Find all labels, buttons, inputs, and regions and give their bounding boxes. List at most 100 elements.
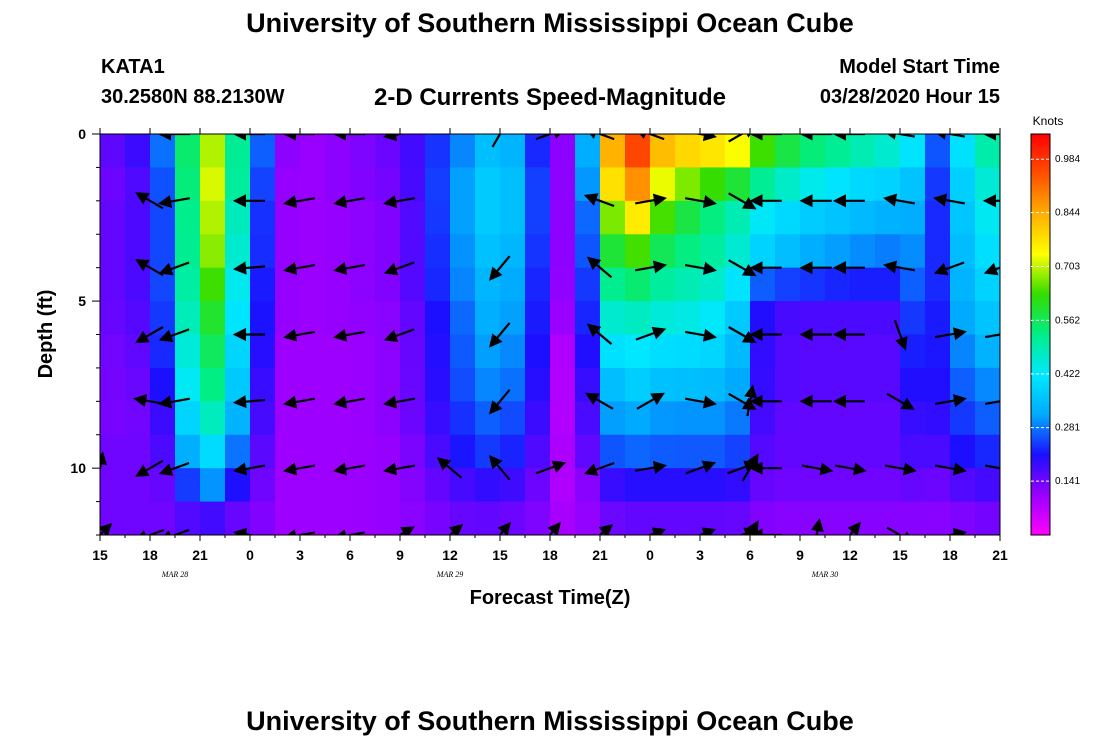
heatmap-cell [600, 167, 626, 202]
heatmap-cell [275, 501, 301, 535]
heatmap-cell [350, 434, 376, 469]
heatmap-cell [250, 301, 276, 336]
heatmap-cell [150, 200, 176, 235]
heatmap-cell [225, 434, 251, 469]
current-vector-arrow [696, 527, 717, 535]
heatmap-cell [175, 167, 201, 202]
heatmap-cell [275, 200, 301, 235]
heatmap-cell [725, 401, 751, 436]
heatmap-cell [550, 267, 576, 302]
heatmap-cell [225, 501, 251, 535]
heatmap-cell [400, 200, 426, 235]
heatmap-cell [300, 334, 326, 369]
current-vector-arrow [158, 194, 190, 208]
heatmap-cell [575, 434, 601, 469]
heatmap-cell [600, 468, 626, 503]
heatmap-cell [400, 501, 426, 535]
heatmap-cell [825, 200, 851, 235]
heatmap-cell [425, 434, 451, 469]
y-tick-label: 10 [70, 460, 86, 476]
heatmap-cell [625, 334, 651, 369]
heatmap-cell [800, 301, 826, 336]
current-vector-arrow [883, 134, 915, 140]
heatmap-cell [100, 434, 126, 469]
heatmap-cell [150, 167, 176, 202]
x-tick-label: 6 [746, 547, 754, 563]
heatmap-cell [700, 267, 726, 302]
heatmap-cell [850, 167, 876, 202]
x-tick-label: 9 [796, 547, 804, 563]
current-vector-arrow [283, 194, 315, 208]
heatmap-cell [725, 501, 751, 535]
heatmap-cell [225, 468, 251, 503]
heatmap-cell [150, 134, 176, 169]
colorbar-scale [1030, 133, 1051, 536]
heatmap-cell [375, 234, 401, 269]
heatmap-cell [700, 468, 726, 503]
colorbar: Knots 0.141 0.281 0.422 0.562 0.703 0.844 0.98… [1030, 114, 1080, 536]
heatmap-cell [950, 334, 976, 369]
heatmap-cell [150, 401, 176, 436]
heatmap-cell [200, 234, 226, 269]
heatmap-cell [925, 134, 951, 169]
heatmap-cell [125, 334, 151, 369]
heatmap-cell [825, 134, 851, 169]
heatmap-cell [625, 468, 651, 503]
heatmap-cell [125, 200, 151, 235]
model-start-label: Model Start Time [839, 56, 1000, 78]
heatmap-cell [500, 134, 526, 169]
current-vector-arrow [497, 521, 512, 535]
heatmap-cell [375, 200, 401, 235]
heatmap-cell [250, 234, 276, 269]
heatmap-cell [250, 200, 276, 235]
heatmap-cell [400, 267, 426, 302]
heatmap-cell [700, 200, 726, 235]
heatmap-cell [425, 267, 451, 302]
x-tick-label: 9 [396, 547, 404, 563]
heatmap-cell [800, 267, 826, 302]
heatmap-cell [800, 434, 826, 469]
heatmap-cell [325, 234, 351, 269]
main-title: University of Southern Mississippi Ocean… [246, 8, 854, 38]
heatmap-cell [800, 334, 826, 369]
x-axis: 15 18 21 0 3 6 9 12 15 18 21 0 3 6 9 12 15 18 21 MAR 28 MAR … [92, 128, 1008, 579]
heatmap-cell [775, 200, 801, 235]
heatmap [100, 134, 1000, 535]
heatmap-cell [125, 401, 151, 436]
heatmap-cell [875, 468, 901, 503]
current-vector-arrow [158, 328, 190, 343]
heatmap-cell [425, 367, 451, 402]
heatmap-cell [225, 334, 251, 369]
heatmap-cell [475, 501, 501, 535]
current-vector-arrow [985, 464, 1000, 470]
heatmap-cell [625, 200, 651, 235]
current-vector-arrow [283, 261, 315, 275]
heatmap-cell [775, 301, 801, 336]
heatmap-cell [475, 200, 501, 235]
heatmap-cell [175, 334, 201, 369]
x-tick-label: 6 [346, 547, 354, 563]
heatmap-cell [875, 301, 901, 336]
heatmap-cell [625, 501, 651, 535]
heatmap-cell [300, 234, 326, 269]
heatmap-cell [500, 200, 526, 235]
heatmap-cell [925, 200, 951, 235]
current-vector-arrow [333, 261, 365, 275]
heatmap-cell [575, 267, 601, 302]
heatmap-cell [625, 234, 651, 269]
heatmap-cell [525, 301, 551, 336]
heatmap-cell [925, 167, 951, 202]
current-vector-arrow [491, 134, 502, 148]
heatmap-cell [850, 234, 876, 269]
heatmap-cell [925, 301, 951, 336]
heatmap-cell [875, 134, 901, 169]
heatmap-cell [325, 134, 351, 169]
x-day-label: MAR 28 [161, 570, 188, 579]
heatmap-cell [300, 401, 326, 436]
heatmap-cell [775, 501, 801, 535]
heatmap-cell [400, 468, 426, 503]
x-tick-label: 15 [892, 547, 908, 563]
heatmap-cell [100, 301, 126, 336]
heatmap-cell [775, 267, 801, 302]
heatmap-cell [850, 200, 876, 235]
